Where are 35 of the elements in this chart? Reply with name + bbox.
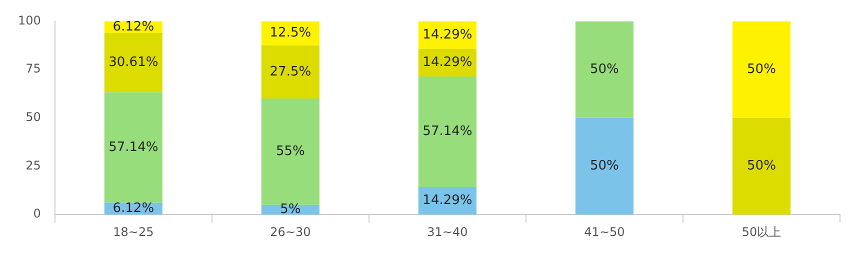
x-tick-label: 26~30 — [270, 224, 311, 239]
data-label: 57.14% — [108, 140, 158, 155]
data-label: 50% — [590, 62, 619, 77]
x-tick-label: 18~25 — [113, 224, 154, 239]
bar — [104, 33, 162, 92]
x-tick-label: 41~50 — [584, 224, 625, 239]
data-label: 6.12% — [112, 201, 154, 216]
y-tick-label: 50 — [26, 110, 41, 124]
data-label: 30.61% — [108, 55, 158, 70]
bar — [732, 118, 791, 215]
data-label: 50% — [747, 62, 776, 77]
y-tick-label: 25 — [26, 158, 41, 172]
data-label: 14.29% — [422, 55, 472, 70]
bar — [104, 92, 162, 203]
bar — [575, 118, 634, 215]
y-tick-label: 0 — [33, 206, 41, 221]
x-tick-label: 31~40 — [427, 224, 468, 239]
y-tick-label: 100 — [18, 13, 41, 28]
data-label: 55% — [276, 144, 305, 160]
data-label: 27.5% — [270, 64, 312, 80]
data-label: 50% — [747, 158, 776, 174]
bar — [575, 21, 634, 118]
data-label: 12.5% — [270, 26, 312, 41]
data-label: 50% — [590, 158, 619, 174]
data-label: 14.29% — [422, 193, 472, 208]
bar — [732, 21, 791, 118]
y-tick-label: 75 — [26, 62, 41, 76]
bar — [418, 76, 476, 187]
bar — [261, 98, 320, 205]
data-label: 5% — [280, 202, 301, 218]
data-label: 14.29% — [422, 27, 472, 42]
data-label: 6.12% — [112, 20, 154, 35]
x-tick-label: 50以上 — [742, 224, 782, 239]
bar — [261, 45, 320, 99]
data-label: 57.14% — [422, 124, 472, 140]
